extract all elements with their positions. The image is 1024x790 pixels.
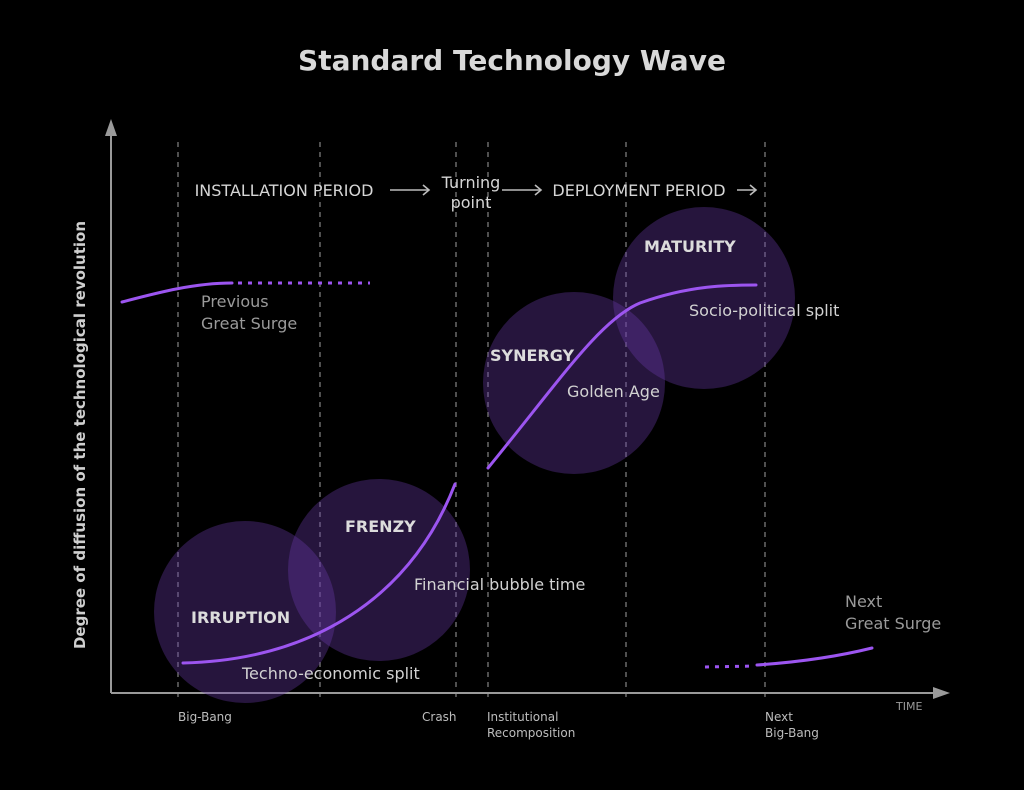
phase-separators: [177, 142, 766, 700]
x-axis-arrow-icon: [933, 687, 950, 699]
phase-labels: IRRUPTION Techno-economic split FRENZY F…: [191, 237, 839, 683]
previous-surge-curve: [120, 281, 234, 304]
frenzy-bubble: [288, 479, 470, 661]
diagram-title: Standard Technology Wave: [298, 44, 726, 77]
synergy-desc: Golden Age: [567, 382, 660, 401]
x-axis-label: TIME: [895, 700, 922, 713]
tick-next-line2: Big-Bang: [765, 726, 819, 740]
installation-arrow-icon: [422, 184, 431, 196]
frenzy-desc: Financial bubble time: [414, 575, 585, 594]
synergy-bubble: [483, 292, 665, 474]
deployment-curve: [486, 283, 758, 470]
diffusion-curves: [120, 281, 874, 669]
frenzy-label: FRENZY: [345, 517, 416, 536]
maturity-label: MATURITY: [644, 237, 736, 256]
irruption-desc: Techno-economic split: [241, 664, 420, 683]
previous-surge-line2: Great Surge: [201, 314, 297, 333]
tick-big-bang: Big-Bang: [178, 710, 232, 724]
maturity-bubble: [613, 207, 795, 389]
irruption-label: IRRUPTION: [191, 608, 290, 627]
next-surge-lead-in: [704, 664, 756, 669]
installation-period-label: INSTALLATION PERIOD: [195, 181, 374, 200]
surge-labels: Previous Great Surge Next Great Surge: [201, 292, 941, 633]
deployment-arrow-icon: [749, 184, 758, 196]
irruption-bubble: [154, 521, 336, 703]
previous-surge-line1: Previous: [201, 292, 269, 311]
phase-bubbles: [154, 207, 795, 703]
y-axis-arrow-icon: [105, 119, 117, 136]
deployment-period-label: DEPLOYMENT PERIOD: [552, 181, 725, 200]
turning-point-line2: point: [451, 193, 492, 212]
axes: [105, 119, 950, 699]
installation-curve: [181, 482, 457, 665]
x-axis-ticks: Big-Bang Crash Institutional Recompositi…: [178, 700, 922, 740]
tick-next-line1: Next: [765, 710, 793, 724]
tick-institutional-line2: Recomposition: [487, 726, 575, 740]
maturity-desc: Socio-political split: [689, 301, 839, 320]
synergy-label: SYNERGY: [490, 346, 575, 365]
turning-point-line1: Turning: [441, 173, 501, 192]
next-surge-line2: Great Surge: [845, 614, 941, 633]
tick-crash: Crash: [422, 710, 457, 724]
next-surge-curve: [755, 646, 874, 667]
tick-institutional-line1: Institutional: [487, 710, 558, 724]
period-header: INSTALLATION PERIOD Turning point DEPLOY…: [195, 173, 758, 212]
next-surge-line1: Next: [845, 592, 882, 611]
y-axis-label: Degree of diffusion of the technological…: [71, 221, 89, 649]
turning-arrow-icon: [534, 184, 543, 196]
